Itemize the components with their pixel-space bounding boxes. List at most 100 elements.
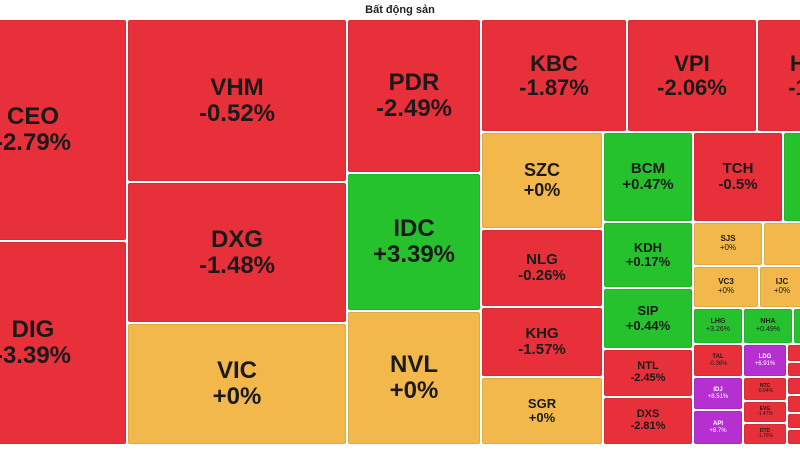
- treemap-tile[interactable]: SJS +0%: [694, 223, 762, 265]
- tile-change: -1.87%: [519, 74, 589, 100]
- tile-symbol: KHG: [525, 324, 559, 342]
- tile-change: -0.94%: [757, 388, 773, 394]
- tile-symbol: BCM: [630, 159, 666, 177]
- tile-symbol: VHM: [210, 73, 264, 101]
- tile-change: +0%: [212, 383, 262, 410]
- tile-symbol: EVG: [759, 405, 771, 412]
- treemap-tile[interactable]: NHA +0.49%: [744, 309, 792, 343]
- treemap-tile[interactable]: DIG -3.39%: [0, 242, 126, 444]
- tile-symbol: H: [790, 50, 800, 76]
- treemap-tile[interactable]: PDR -2.49%: [348, 20, 480, 172]
- treemap-tile[interactable]: SIP +0.44%: [604, 289, 692, 348]
- tile-change: +0%: [389, 377, 439, 404]
- tile-change: +0%: [773, 286, 791, 295]
- tile-change: +8.7%: [709, 427, 727, 434]
- tile-change: +0%: [719, 243, 737, 252]
- tile-symbol: DXG: [210, 225, 263, 253]
- tile-symbol: KBC: [530, 50, 578, 76]
- tile-change: -1.57%: [518, 341, 566, 358]
- tile-change: -1: [788, 74, 800, 100]
- tile-symbol: SJS: [720, 234, 736, 244]
- tile-change: +0.44%: [625, 317, 671, 333]
- treemap-tile[interactable]: [788, 363, 800, 376]
- tile-symbol: NHA: [760, 318, 776, 326]
- treemap-tile[interactable]: NTL -2.45%: [604, 350, 692, 396]
- treemap-tile[interactable]: NTC -0.94%: [744, 378, 786, 400]
- tile-symbol: TAL: [712, 354, 724, 361]
- tile-symbol: DIG: [11, 316, 55, 344]
- tile-symbol: DTD: [759, 427, 771, 434]
- treemap-tile[interactable]: VIC +0%: [128, 324, 346, 444]
- tile-symbol: PDR: [388, 69, 440, 97]
- treemap-tile[interactable]: +: [784, 133, 800, 221]
- treemap-tile[interactable]: VC3 +0%: [694, 267, 758, 307]
- chart-title: Bất động sản: [365, 4, 435, 16]
- treemap-tile[interactable]: [764, 223, 800, 265]
- treemap-tile[interactable]: DXG -1.48%: [128, 183, 346, 322]
- tile-symbol: IDC: [393, 215, 435, 243]
- tile-symbol: NTC: [759, 382, 771, 389]
- treemap-tile[interactable]: [788, 396, 800, 412]
- treemap-tile[interactable]: [788, 430, 800, 444]
- treemap-tile[interactable]: SZC +0%: [482, 133, 602, 228]
- tile-change: -0.52%: [198, 99, 276, 127]
- tile-change: +3.39%: [372, 241, 456, 268]
- tile-symbol: VIC: [216, 357, 257, 385]
- treemap-tile[interactable]: NVL +0%: [348, 312, 480, 444]
- tile-symbol: SIP: [637, 303, 659, 319]
- tile-symbol: NTL: [637, 360, 659, 373]
- treemap-tile[interactable]: IDC +3.39%: [348, 174, 480, 310]
- treemap-tile[interactable]: [788, 414, 800, 428]
- treemap-tile[interactable]: TAL -0.36%: [694, 345, 742, 376]
- tile-symbol: LDG: [758, 354, 772, 361]
- treemap-tile[interactable]: KBC -1.87%: [482, 20, 626, 131]
- treemap-tile[interactable]: LDG +6.91%: [744, 345, 786, 376]
- tile-symbol: SZC: [524, 160, 560, 181]
- tile-change: -3.39%: [0, 342, 72, 369]
- treemap-tile[interactable]: API +8.7%: [694, 411, 742, 444]
- tile-change: -2.06%: [657, 74, 727, 100]
- tile-change: -0.5%: [718, 176, 758, 193]
- tile-change: -1.76%: [757, 433, 773, 439]
- tile-change: -2.81%: [630, 420, 666, 432]
- treemap-tile[interactable]: BCM +0.47%: [604, 133, 692, 221]
- tile-symbol: VPI: [674, 50, 710, 76]
- tile-symbol: IDJ: [713, 387, 723, 394]
- tile-change: +8.51%: [707, 393, 729, 400]
- tile-symbol: TCH: [722, 159, 754, 177]
- tile-change: +0.47%: [622, 176, 674, 193]
- tile-change: -2.79%: [0, 129, 72, 156]
- treemap-tile[interactable]: VHM -0.52%: [128, 20, 346, 181]
- treemap-tile[interactable]: IDJ +8.51%: [694, 378, 742, 409]
- tile-symbol: VC3: [718, 277, 734, 287]
- tile-symbol: NVL: [390, 351, 438, 379]
- treemap-tile[interactable]: KHG -1.57%: [482, 308, 602, 376]
- treemap-tile[interactable]: LHG +3.26%: [694, 309, 742, 343]
- treemap-tile[interactable]: NLG -0.26%: [482, 230, 602, 306]
- treemap-tile[interactable]: DXS -2.81%: [604, 398, 692, 444]
- treemap-tile[interactable]: H-1: [758, 20, 800, 131]
- treemap-tile[interactable]: VPI -2.06%: [628, 20, 756, 131]
- treemap-tile[interactable]: [794, 309, 800, 343]
- tile-symbol: DXS: [636, 408, 660, 421]
- treemap-tile[interactable]: [788, 378, 800, 394]
- tile-symbol: API: [712, 421, 723, 428]
- tile-change: -0.36%: [708, 360, 728, 367]
- treemap-tile[interactable]: IJC +0%: [760, 267, 800, 307]
- treemap-tile[interactable]: EVG -1.47%: [744, 402, 786, 422]
- tile-symbol: NLG: [526, 250, 558, 268]
- tile-change: -1.47%: [757, 411, 773, 417]
- tile-change: +0%: [717, 286, 735, 295]
- tile-change: -2.49%: [375, 95, 453, 122]
- treemap-tile[interactable]: SGR +0%: [482, 378, 602, 444]
- treemap-tile[interactable]: TCH -0.5%: [694, 133, 782, 221]
- tile-change: -0.26%: [518, 267, 566, 284]
- tile-change: +0%: [528, 410, 556, 425]
- treemap-tile[interactable]: [788, 345, 800, 361]
- tile-change: +0%: [523, 179, 561, 200]
- treemap-tile[interactable]: DTD -1.76%: [744, 424, 786, 444]
- tile-symbol: IJC: [775, 277, 789, 287]
- treemap-tile[interactable]: CEO -2.79%: [0, 20, 126, 240]
- treemap-tile[interactable]: KDH +0.17%: [604, 223, 692, 287]
